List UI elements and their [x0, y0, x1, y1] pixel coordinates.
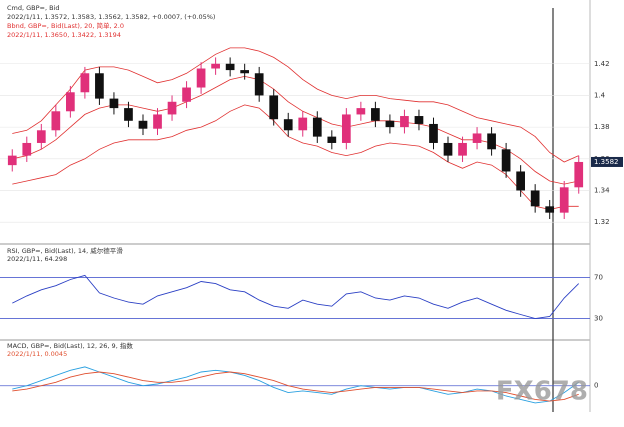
candle-body	[254, 73, 264, 96]
macd-subtitle: 2022/1/11, 0.0045	[7, 350, 67, 358]
candle-body	[458, 142, 467, 156]
candle-body	[225, 63, 235, 71]
candle-body	[269, 95, 279, 120]
y-tick-label: 0	[594, 382, 598, 390]
candle-body	[400, 116, 409, 128]
candle-body	[385, 120, 395, 128]
candle-body	[298, 117, 308, 131]
indicator-line	[12, 366, 579, 404]
indicator-line	[12, 371, 579, 402]
candle-body	[341, 114, 351, 143]
band-legend: Bbnd, GBP=, Bid(Last), 20, 简单, 2.0	[7, 21, 124, 30]
candle-body	[559, 187, 569, 213]
candle-body	[574, 161, 584, 188]
candle-body	[80, 73, 90, 93]
rsi-subtitle: 2022/1/11, 64.298	[7, 255, 67, 263]
candle-body	[545, 206, 555, 213]
candle-body	[124, 108, 133, 121]
candle-body	[138, 120, 148, 129]
candle-body	[414, 116, 424, 124]
candle-body	[429, 123, 438, 143]
watermark: FX678	[496, 377, 588, 407]
y-tick-label: 30	[594, 315, 603, 323]
rsi-title: RSI, GBP=, Bid(Last), 14, 威尔德平滑	[7, 246, 123, 255]
candle-body	[7, 155, 17, 166]
candle-body	[516, 171, 525, 191]
price-label: 1.3582	[594, 158, 619, 166]
macd-title: MACD, GBP=, Bid(Last), 12, 26, 9, 指数	[7, 341, 133, 350]
candle-body	[283, 119, 293, 131]
price-box	[591, 156, 623, 167]
candle-body	[51, 111, 61, 131]
candle-body	[196, 68, 206, 88]
candle-body	[356, 108, 366, 115]
candle-body	[182, 87, 191, 102]
candle-body	[109, 98, 119, 109]
y-tick-label: 1.4	[594, 91, 606, 99]
y-tick-label: 1.34	[594, 186, 610, 194]
candle-body	[153, 114, 162, 129]
candle-body	[501, 149, 511, 172]
y-tick-label: 1.42	[594, 60, 610, 68]
candle-body	[327, 136, 337, 143]
y-tick-label: 70	[594, 273, 603, 281]
candle-body	[371, 108, 380, 121]
indicator-line	[12, 75, 579, 185]
chart-subtitle: 2022/1/11, 1.3572, 1.3583, 1.3562, 1.358…	[7, 13, 215, 21]
candle-body	[167, 101, 177, 115]
candle-body	[240, 70, 250, 74]
candle-body	[472, 133, 482, 143]
candle-body	[487, 133, 496, 150]
band-values: 2022/1/11, 1.3650, 1.3422, 1.3194	[7, 31, 121, 39]
candle-body	[443, 142, 453, 156]
candle-body	[312, 117, 322, 137]
indicator-line	[12, 47, 579, 163]
indicator-line	[12, 274, 580, 320]
chart-title: Cmd, GBP=, Bid	[7, 4, 60, 12]
indicator-line	[12, 104, 579, 210]
y-tick-label: 1.38	[594, 123, 610, 131]
candle-body	[211, 63, 220, 69]
candle-body	[530, 190, 540, 207]
candle-body	[22, 142, 32, 156]
candle-body	[66, 92, 75, 112]
y-tick-label: 1.32	[594, 218, 610, 226]
candle-body	[95, 73, 104, 99]
candle-body	[36, 130, 46, 143]
